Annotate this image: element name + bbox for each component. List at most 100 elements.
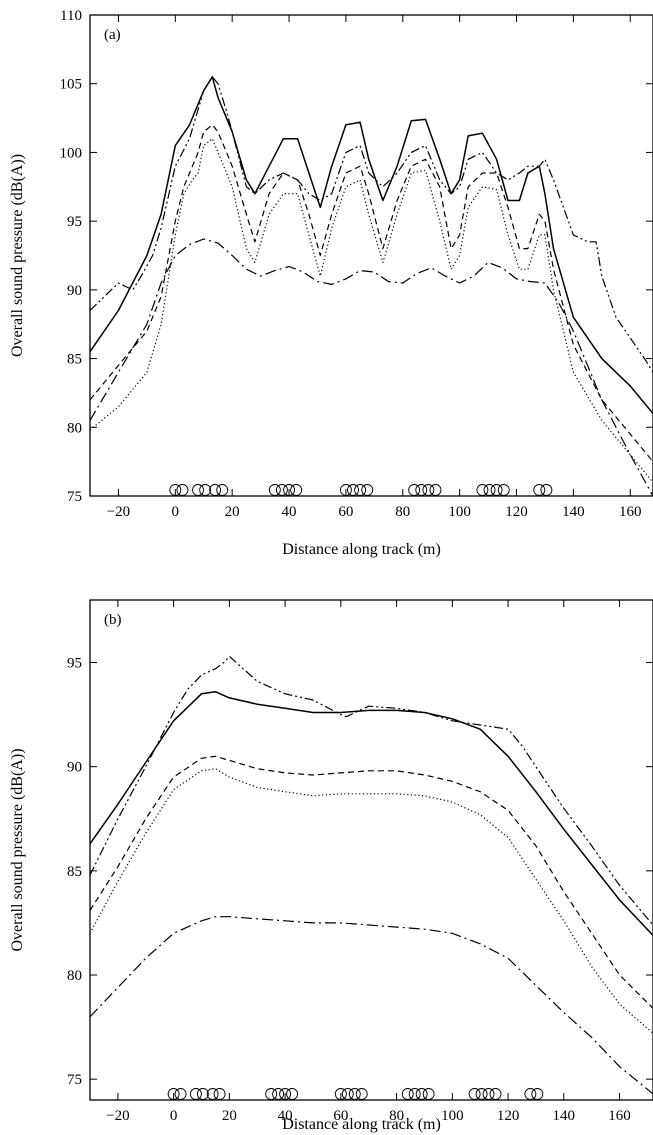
axle-marker [489,1088,502,1100]
chart-panel-2: (b) −20 0 20 40 60 80 100 120 140 160 75 80 85 90 95 Dis… [9,599,653,1133]
x-tick-label: 40 [282,504,297,520]
axle-marker [283,484,295,496]
x-tick-label: −20 [106,1108,129,1124]
axle-marker [213,1088,226,1100]
axle-marker [415,1088,428,1100]
axle-marker [286,1088,299,1100]
x-axis-title: Distance along track (m) [282,541,441,558]
axle-marker [347,484,359,496]
y-tick-label: 80 [67,420,82,436]
y-axis-title: Overall sound pressure (dB(A)) [9,154,26,357]
series-line-dash-dot-dot [90,655,653,926]
x-tick-label: 0 [172,504,180,520]
axle-marker [192,484,205,496]
y-tick-label: 85 [67,864,82,880]
chart-panel-1: (a) −20 0 20 40 60 80 100 120 140 160 75 80 85 90 95 100… [9,8,653,558]
x-tick-label: 20 [222,1108,237,1124]
axle-marker [422,484,435,496]
y-tick-label: 90 [67,283,82,299]
y-tick-label: 100 [60,145,83,161]
axle-marker [176,484,189,496]
series-line-dash-dot [90,916,653,1095]
axle-marker [355,1088,368,1100]
axle-marker [531,1088,544,1100]
series-line-dotted [90,768,653,1034]
axle-marker [341,1088,354,1100]
x-axis-title: Distance along track (m) [282,1116,441,1133]
series-line-dash-dot-dot [90,76,653,373]
axle-marker [415,484,428,496]
plot-frame [89,599,653,1101]
x-tick-label: 140 [553,1108,576,1124]
axle-marker [361,484,374,496]
y-tick-label: 80 [67,968,82,984]
axle-marker [475,1088,488,1100]
axle-marker [272,1088,285,1100]
axle-marker [199,484,212,496]
y-tick-label: 75 [67,489,82,505]
axle-marker [497,484,510,496]
series-line-dashed [90,755,653,1009]
axle-marker [408,1088,421,1100]
x-tick-label: 120 [497,1108,520,1124]
axle-marker [167,1088,180,1100]
x-tick-label: 20 [225,504,240,520]
y-tick-label: 75 [67,1072,82,1088]
x-tick-label: 120 [505,504,528,520]
axle-marker [196,1088,209,1100]
x-tick-label: 100 [441,1108,464,1124]
axle-marker [174,1088,187,1100]
x-tick-label: 140 [562,504,585,520]
x-tick-label: 160 [608,1108,631,1124]
x-tick-label: 60 [333,1108,348,1124]
axle-marker [348,1088,361,1100]
axle-marker [216,484,229,496]
axle-marker [279,1088,292,1100]
series-line-dashed [90,124,653,462]
y-tick-label: 85 [67,352,82,368]
axle-marker [482,1088,495,1100]
y-tick-label: 95 [67,656,82,672]
axle-marker [408,484,421,496]
axle-marker [524,1088,537,1100]
series-line-dash-dot [90,238,653,496]
axle-marker [209,484,222,496]
axle-marker [422,1088,435,1100]
axle-marker [540,484,553,496]
panel-label: (a) [104,27,121,43]
plot-frame [89,14,653,497]
axle-marker [429,484,442,496]
axle-marker [334,1088,347,1100]
x-tick-label: 160 [619,504,642,520]
axle-marker [476,484,489,496]
axle-marker [189,1088,202,1100]
axle-marker [468,1088,481,1100]
axle-marker [401,1088,414,1100]
axle-marker [290,484,303,496]
panel-label: (b) [104,612,122,628]
x-tick-label: 100 [448,504,471,520]
axle-marker [483,484,496,496]
x-tick-label: 40 [278,1108,293,1124]
y-axis-title: Overall sound pressure (dB(A)) [9,748,26,951]
x-tick-label: −20 [107,504,130,520]
y-tick-label: 110 [60,8,82,24]
axle-marker [354,484,367,496]
series-line-solid [90,76,653,414]
axle-marker [265,1088,278,1100]
axle-marker [339,484,352,496]
y-tick-label: 90 [67,760,82,776]
y-tick-label: 105 [60,77,83,93]
series-line-dotted [90,138,653,483]
x-tick-label: 80 [395,504,410,520]
axle-marker [206,1088,219,1100]
axle-marker [490,484,503,496]
x-tick-label: 80 [389,1108,404,1124]
x-tick-label: 60 [338,504,353,520]
y-tick-label: 95 [67,214,82,230]
axle-marker [275,484,288,496]
x-tick-label: 0 [170,1108,178,1124]
series-line-solid [90,690,653,936]
axle-marker [533,484,546,496]
